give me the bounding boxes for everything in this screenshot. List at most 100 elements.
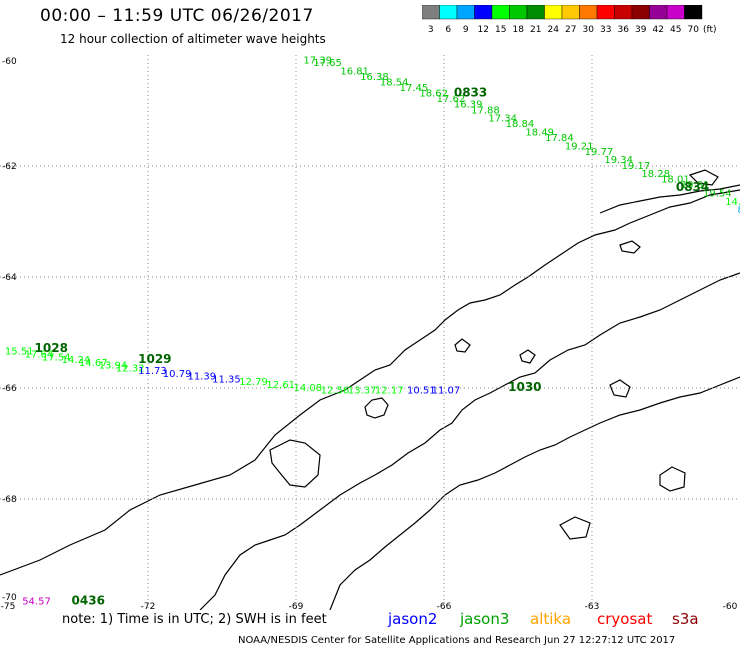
swh-value-label: 17.65	[313, 58, 342, 69]
swh-value-label: 12.56	[321, 386, 350, 397]
colorbar-tick-label: 9	[463, 25, 469, 35]
swh-value-label: 16.38	[360, 72, 389, 83]
swh-value-label: 18.84	[506, 119, 535, 130]
swh-value-label: 8.81	[738, 205, 740, 216]
antarctic-peninsula-west-coast	[0, 189, 740, 576]
x-tick-label: -60	[723, 602, 738, 610]
colorbar-tick-label: 27	[565, 25, 576, 35]
swh-value-label: 14.08	[294, 383, 323, 394]
swh-value-label: 19.21	[565, 141, 594, 152]
pass-time-label: 0436	[72, 593, 105, 607]
colorbar-tick-label: 39	[635, 25, 647, 35]
swh-value-label: 19.77	[585, 147, 614, 158]
colorbar-swatch	[666, 5, 685, 20]
swh-value-label: 12.17	[375, 386, 404, 397]
color-scale-legend: 3 6 9 12 15 18 21 24 27 30 33 36 39 42 45 70 (ft)	[422, 5, 717, 35]
alexander-island	[269, 439, 321, 488]
colorbar-tick-label: 33	[600, 25, 611, 35]
colorbar-tick-label: 36	[618, 25, 630, 35]
swh-value-label: 17.84	[545, 133, 574, 144]
colorbar-tick-label: 21	[530, 25, 541, 35]
swh-value-label: 17.54	[42, 352, 71, 363]
swh-value-label: 11.07	[432, 386, 461, 397]
colorbar-tick-label: 18	[513, 25, 525, 35]
swh-value-label: 18.54	[380, 78, 409, 89]
x-tick-label: -66	[437, 602, 452, 610]
island-cluster-d	[619, 240, 641, 254]
swh-value-label: 15.51	[5, 347, 34, 358]
pass-time-label: 0833	[454, 86, 487, 100]
satellite-legend-s3a: s3a	[672, 610, 699, 628]
colorbar-swatch	[526, 5, 545, 20]
colorbar-tick-label: 70	[688, 25, 700, 35]
colorbar-tick-label: 45	[670, 25, 681, 35]
satellite-legend-cryosat: cryosat	[597, 610, 653, 628]
swh-value-label: 13.37	[348, 386, 377, 397]
swh-value-label: 19.34	[604, 155, 633, 166]
colorbar-swatch	[596, 5, 615, 20]
ice-shelf-edge	[329, 376, 740, 610]
satellite-legend-jason2: jason2	[388, 610, 438, 628]
y-tick-label: -62	[2, 162, 17, 172]
swh-value-label: 16.39	[454, 100, 483, 111]
swh-value-label: 18.62	[419, 89, 448, 100]
map-plot: 16.7217.3917.6516.8116.3818.5417.4518.62…	[0, 55, 740, 610]
swh-value-label: 17.64	[25, 349, 54, 360]
swh-value-label: 16.72	[286, 55, 315, 58]
colorbar-unit: (ft)	[703, 25, 717, 35]
swh-value-label: 14.4	[725, 197, 740, 208]
colorbar-swatch	[456, 5, 475, 20]
swh-value-label: 18.01	[661, 175, 690, 186]
colorbar-swatch	[439, 5, 458, 20]
axis-labels: -75 -72 -69 -66 -63 -60 -60 -62 -64 -66 -68 -70	[1, 57, 738, 610]
swh-value-label: 14.24	[62, 355, 91, 366]
y-tick-label: -66	[2, 384, 17, 394]
island-cluster-e	[688, 169, 719, 186]
colorbar-swatch	[509, 5, 528, 20]
pass-time-label: 1030	[508, 380, 541, 394]
swh-value-label: 17.45	[400, 83, 429, 94]
colorbar-swatch	[579, 5, 598, 20]
swh-value-label: 17.39	[303, 55, 332, 66]
island-cluster-g	[454, 338, 471, 353]
y-tick-label: -70	[2, 593, 17, 603]
pass-time-label: 0832	[321, 55, 354, 58]
island-cluster-a	[519, 349, 536, 364]
colorbar-tick-label: 3	[428, 25, 434, 35]
swh-value-label: 10.51	[407, 386, 436, 397]
y-tick-label: -60	[2, 57, 17, 67]
colorbar-tick-label: 42	[653, 25, 664, 35]
swh-value-label: 12.79	[239, 377, 268, 388]
swh-value-label: 12.32	[116, 363, 145, 374]
colorbar-swatch	[684, 5, 703, 20]
colorbar-swatch	[649, 5, 668, 20]
adelaide-island	[364, 397, 389, 419]
coastline	[0, 169, 740, 610]
colorbar-tick-label: 24	[548, 25, 560, 35]
satellite-legend-jason3: jason3	[460, 610, 510, 628]
island-cluster-c	[659, 466, 686, 492]
colorbar-tick-label: 15	[495, 25, 506, 35]
x-tick-label: -72	[141, 602, 156, 610]
swh-value-label: 11.39	[187, 372, 216, 383]
colorbar-tick-label: 12	[478, 25, 489, 35]
island-cluster-f	[559, 516, 591, 540]
y-tick-label: -68	[2, 495, 17, 505]
colorbar-tick-label: 30	[583, 25, 595, 35]
footnote: note: 1) Time is in UTC; 2) SWH is in fe…	[62, 612, 327, 627]
swh-value-label: 16.81	[340, 66, 369, 77]
swh-value-label: 18.49	[525, 127, 554, 138]
chart-subtitle: 12 hour collection of altimeter wave hei…	[60, 32, 326, 46]
swh-value-label: 12.61	[266, 380, 295, 391]
swh-value-label: 17.88	[471, 105, 500, 116]
swh-value-label: 14.67	[79, 358, 108, 369]
antarctic-peninsula-inner-coast	[199, 272, 740, 610]
swh-value-label: 18.28	[641, 169, 670, 180]
y-tick-label: -64	[2, 273, 17, 283]
colorbar-tick-label: 6	[445, 25, 451, 35]
colorbar-swatch	[631, 5, 650, 20]
swh-value-label: 11.35	[212, 374, 241, 385]
swh-value-label: 11.73	[138, 366, 167, 377]
swh-value-label: 54.57	[22, 596, 51, 607]
colorbar-swatch	[422, 5, 440, 20]
